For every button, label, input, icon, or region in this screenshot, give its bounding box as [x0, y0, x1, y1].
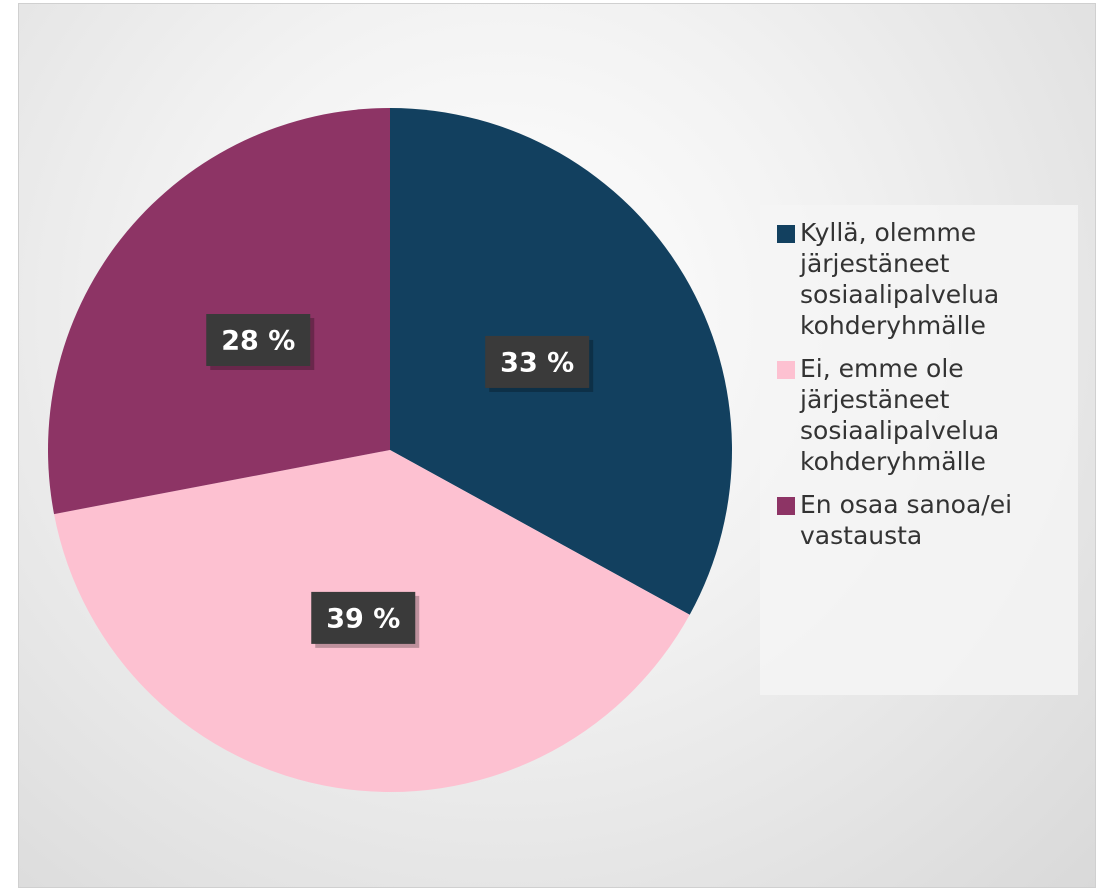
legend: Kyllä, olemme järjestäneet sosiaalipalve…: [760, 205, 1078, 695]
data-label: 33 %: [500, 347, 574, 378]
legend-entry: En osaa sanoa/ei vastausta: [760, 489, 1070, 551]
legend-label: Kyllä, olemme järjestäneet sosiaalipalve…: [800, 218, 1000, 340]
legend-label: Ei, emme ole järjestäneet sosiaalipalvel…: [800, 354, 1000, 476]
legend-swatch: [777, 361, 795, 379]
legend-swatch: [777, 497, 795, 515]
legend-entry: Kyllä, olemme järjestäneet sosiaalipalve…: [760, 217, 1070, 341]
data-label: 39 %: [326, 603, 400, 634]
label-box: [485, 335, 590, 388]
legend-label: En osaa sanoa/ei vastausta: [800, 490, 1013, 550]
label-box: [311, 591, 416, 644]
legend-swatch: [777, 225, 795, 243]
pie-slice: [47, 108, 390, 515]
data-label: 28 %: [221, 326, 295, 357]
legend-entry: Ei, emme ole järjestäneet sosiaalipalvel…: [760, 353, 1070, 477]
label-box: [206, 314, 311, 367]
